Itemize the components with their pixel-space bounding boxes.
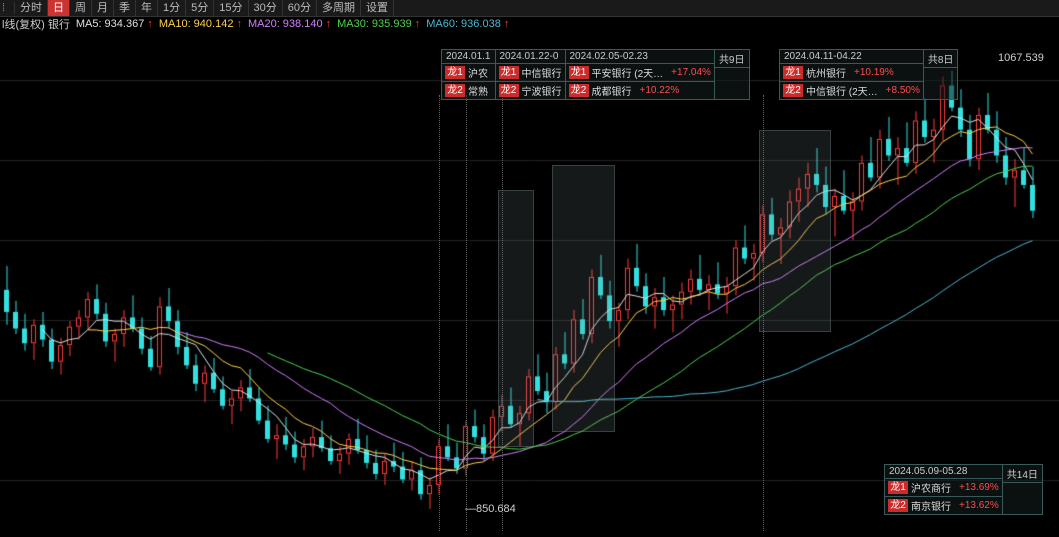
stock-name: 中信银行	[522, 65, 562, 80]
chart-title: l线(复权) 银行	[2, 16, 70, 32]
up-arrow-icon: ↑	[415, 18, 421, 30]
timeframe-4[interactable]: 季	[114, 0, 136, 16]
date-guideline	[466, 95, 467, 531]
anno-days: 共14日	[1003, 465, 1042, 483]
stock-name: 中信银行 (2天…	[806, 83, 878, 98]
anno-days: 共8日	[924, 50, 958, 68]
stock-name: 平安银行 (2天…	[592, 65, 664, 80]
anno-row[interactable]: 龙2中信银行 (2天… +8.50%	[780, 82, 923, 99]
date-guideline	[439, 95, 440, 531]
pct-change: +13.69%	[959, 482, 999, 493]
anno-date: 2024.05.09-05.28	[885, 465, 1002, 479]
period-highlight	[759, 130, 831, 332]
period-highlight	[498, 190, 534, 447]
timeframe-2[interactable]: 周	[70, 0, 92, 16]
ma-readout: MA5: 934.367	[76, 18, 145, 30]
rank-tag: 龙2	[499, 84, 519, 97]
pct-change: +8.50%	[886, 85, 920, 96]
leader-annotation[interactable]: 2024.04.11-04.22 龙1杭州银行 +10.19% 龙2中信银行 (2天……	[779, 49, 958, 100]
stock-name: 沪农商行	[911, 480, 951, 495]
date-guideline	[502, 95, 503, 531]
stock-name: 常熟	[468, 83, 488, 98]
anno-row[interactable]: 龙1沪农	[442, 64, 495, 82]
anno-date: 2024.01.1	[442, 50, 495, 64]
timeframe-8[interactable]: 15分	[214, 0, 248, 16]
stock-name: 宁波银行	[522, 83, 562, 98]
up-arrow-icon: ↑	[147, 18, 153, 30]
anno-row[interactable]: 龙1沪农商行 +13.69%	[885, 479, 1002, 497]
toolbar-handle[interactable]: ⁞	[0, 2, 15, 14]
leader-annotation[interactable]: 2024.05.09-05.28 龙1沪农商行 +13.69% 龙2南京银行 +13.6…	[884, 464, 1043, 515]
period-highlight	[552, 165, 615, 432]
pct-change: +13.62%	[959, 500, 999, 511]
rank-tag: 龙2	[888, 499, 908, 512]
ma-readout: MA10: 940.142	[159, 18, 234, 30]
rank-tag: 龙1	[445, 66, 465, 79]
anno-days: 共9日	[715, 50, 749, 68]
stock-name: 成都银行	[592, 83, 632, 98]
leader-annotation[interactable]: 2024.01.1龙1沪农龙2常熟2024.01.22-0龙1中信银行龙2宁波银…	[441, 49, 750, 100]
rank-tag: 龙2	[445, 84, 465, 97]
pct-change: +10.19%	[854, 67, 894, 78]
timeframe-5[interactable]: 年	[136, 0, 158, 16]
anno-row[interactable]: 龙1中信银行	[496, 64, 565, 82]
rank-tag: 龙1	[888, 481, 908, 494]
rank-tag: 龙1	[569, 66, 589, 79]
timeframe-toolbar: ⁞ 分时日周月季年1分5分15分30分60分多周期设置	[0, 0, 1059, 17]
anno-row[interactable]: 龙1杭州银行 +10.19%	[780, 64, 923, 82]
rank-tag: 龙1	[783, 66, 803, 79]
anno-row[interactable]: 龙2宁波银行	[496, 82, 565, 99]
stock-name: 杭州银行	[806, 65, 846, 80]
timeframe-10[interactable]: 60分	[283, 0, 317, 16]
timeframe-9[interactable]: 30分	[249, 0, 283, 16]
timeframe-0[interactable]: 分时	[15, 0, 48, 16]
rank-tag: 龙2	[569, 84, 589, 97]
price-label: —850.684	[465, 503, 516, 515]
price-label: 1067.539	[998, 52, 1044, 64]
pct-change: +17.04%	[671, 67, 711, 78]
anno-row[interactable]: 龙2常熟	[442, 82, 495, 99]
stock-name: 沪农	[468, 65, 488, 80]
anno-date: 2024.02.05-02.23	[566, 50, 714, 64]
anno-date: 2024.04.11-04.22	[780, 50, 923, 64]
pct-change: +10.22%	[640, 85, 680, 96]
ma-header: l线(复权) 银行 MA5: 934.367↑MA10: 940.142↑MA2…	[0, 17, 509, 31]
rank-tag: 龙1	[499, 66, 519, 79]
up-arrow-icon: ↑	[326, 18, 332, 30]
ma-readout: MA20: 938.140	[248, 18, 323, 30]
timeframe-3[interactable]: 月	[92, 0, 114, 16]
ma-readout: MA30: 935.939	[337, 18, 412, 30]
timeframe-12[interactable]: 设置	[361, 0, 394, 16]
stock-name: 南京银行	[911, 498, 951, 513]
ma-readout: MA60: 936.038	[426, 18, 501, 30]
anno-row[interactable]: 龙2南京银行 +13.62%	[885, 497, 1002, 514]
timeframe-1[interactable]: 日	[48, 0, 70, 16]
rank-tag: 龙2	[783, 84, 803, 97]
anno-row[interactable]: 龙2成都银行 +10.22%	[566, 82, 714, 99]
anno-row[interactable]: 龙1平安银行 (2天… +17.04%	[566, 64, 714, 82]
up-arrow-icon: ↑	[236, 18, 242, 30]
timeframe-11[interactable]: 多周期	[317, 0, 361, 16]
date-guideline	[763, 95, 764, 531]
anno-date: 2024.01.22-0	[496, 50, 565, 64]
up-arrow-icon: ↑	[504, 18, 510, 30]
timeframe-6[interactable]: 1分	[158, 0, 186, 16]
timeframe-7[interactable]: 5分	[186, 0, 214, 16]
